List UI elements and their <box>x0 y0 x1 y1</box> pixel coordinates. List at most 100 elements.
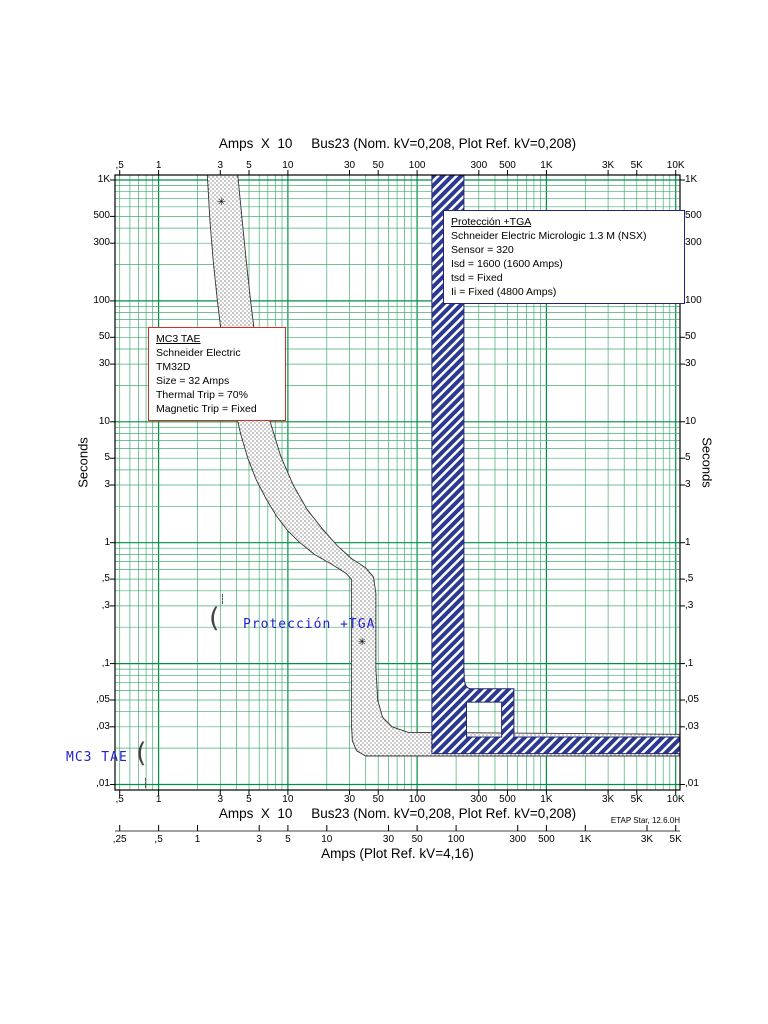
y-axis-tick-label-left: 1 <box>104 536 110 548</box>
x-axis-tick-label-bottom: 500 <box>499 794 516 805</box>
y-axis-tick-label-right: ,01 <box>685 778 699 790</box>
secondary-axis-tick-label: 100 <box>447 834 465 845</box>
x-axis-tick-label-top: 3 <box>217 160 224 171</box>
x-axis-tick-label-top: 30 <box>343 160 356 171</box>
x-axis-tick-label-top: 300 <box>470 160 488 171</box>
y-axis-tick-label-left: 300 <box>93 237 110 249</box>
device-box-title: MC3 TAE <box>156 333 201 345</box>
x-axis-tick-label-top: 10K <box>666 160 685 171</box>
y-axis-tick-label-left: 50 <box>98 331 110 343</box>
x-axis-tick-label-top: 10 <box>282 160 294 171</box>
x-axis-tick-label-bottom: 5K <box>630 794 643 805</box>
x-axis-tick-label-bottom: 300 <box>470 794 488 805</box>
y-axis-tick-label-right: ,03 <box>685 720 699 732</box>
device-box-line: Size = 32 Amps <box>156 375 230 387</box>
secondary-axis-tick-label: 30 <box>382 834 395 845</box>
x-axis-tick-label-bottom: 30 <box>343 794 356 805</box>
y-axis-tick-label-right: ,05 <box>685 693 699 705</box>
x-axis-tick-label-top: 100 <box>408 160 426 171</box>
curve-marker-star: ✳ <box>217 196 226 208</box>
y-axis-tick-label-left: 10 <box>98 415 110 427</box>
y-axis-tick-label-left: 5 <box>104 452 110 464</box>
x-axis-tick-label-top: 1 <box>155 160 162 171</box>
x-axis-tick-label-bottom: 10 <box>282 794 294 805</box>
y-axis-tick-label-left: 500 <box>93 210 110 222</box>
y-axis-tick-label-left: 3 <box>104 479 110 490</box>
y-axis-tick-label-left: 1K <box>97 174 110 185</box>
y-axis-tick-label-right: 10 <box>685 415 697 427</box>
y-axis-tick-label-right: ,1 <box>685 657 694 669</box>
device-box-line: Thermal Trip = 70% <box>156 389 248 401</box>
x-axis-tick-label-top: 500 <box>499 160 516 171</box>
device-label-box-mc3[interactable]: MC3 TAE Schneider Electric TM32D Size = … <box>148 327 286 421</box>
secondary-axis-tick-label: 1 <box>194 834 201 845</box>
x-axis-tick-label-bottom: ,5 <box>115 794 124 805</box>
dashed-marker <box>222 594 223 604</box>
y-axis-tick-label-right: 1K <box>685 174 698 185</box>
secondary-axis-tick-label: 3 <box>256 834 262 845</box>
secondary-axis-tick-label: 10 <box>321 834 333 845</box>
device-box-line: Magnetic Trip = Fixed <box>156 403 257 415</box>
x-axis-tick-label-bottom: 1K <box>540 794 553 805</box>
y-axis-tick-label-right: ,3 <box>685 599 694 611</box>
curve-pointer-arc: ( <box>136 738 147 769</box>
device-box-title: Protección +TGA <box>451 216 532 228</box>
device-box-line: TM32D <box>156 361 191 373</box>
bottom-axis-title: Amps X 10 Bus23 (Nom. kV=0,208, Plot Ref… <box>218 806 577 821</box>
y-axis-tick-label-left: ,5 <box>101 573 110 585</box>
x-axis-tick-label-top: ,5 <box>115 160 124 171</box>
x-axis-tick-label-top: 3K <box>601 160 615 171</box>
x-axis-tick-label-bottom: 3 <box>217 794 224 805</box>
y-axis-tick-label-left: ,03 <box>96 720 110 732</box>
y-axis-tick-label-left: 100 <box>93 294 110 306</box>
y-axis-tick-label-left: ,3 <box>101 599 110 611</box>
y-axis-tick-label-left: ,01 <box>96 778 110 790</box>
x-axis-tick-label-bottom: 1 <box>155 794 162 805</box>
y-axis-tick-label-right: 3 <box>685 479 691 490</box>
secondary-axis-tick-label: 5K <box>669 834 682 845</box>
secondary-axis-title: Amps (Plot Ref. kV=4,16) <box>321 846 474 861</box>
curve-tag-mc3[interactable]: MC3 TAE <box>66 750 128 765</box>
curve-marker-star: ✳ <box>357 636 367 648</box>
y-axis-tick-label-right: 100 <box>685 294 702 306</box>
device-box-line: Isd = 1600 (1600 Amps) <box>451 258 563 270</box>
secondary-axis-tick-label: 300 <box>509 834 527 845</box>
x-axis-tick-label-bottom: 50 <box>372 794 384 805</box>
secondary-axis-tick-label: 50 <box>411 834 423 845</box>
curve-pointer-arc: ( <box>209 603 220 634</box>
device-box-line: Sensor = 320 <box>451 244 514 256</box>
curve-tag-tga[interactable]: Protección +TGA <box>243 617 376 632</box>
y-axis-tick-label-left: ,1 <box>101 657 110 669</box>
x-axis-tick-label-top: 50 <box>372 160 384 171</box>
y-axis-tick-label-right: 30 <box>685 358 697 370</box>
x-axis-tick-label-top: 1K <box>540 160 553 171</box>
y-axis-tick-label-right: 50 <box>685 331 697 343</box>
y-axis-tick-label-left: ,05 <box>96 693 110 705</box>
device-box-line: Ii = Fixed (4800 Amps) <box>451 286 557 298</box>
secondary-axis-tick-label: ,5 <box>154 834 163 845</box>
y-axis-tick-label-right: 300 <box>685 237 702 249</box>
x-axis-tick-label-top: 5K <box>630 160 643 171</box>
secondary-axis-tick-label: ,25 <box>112 834 127 845</box>
device-box-line: Schneider Electric <box>156 347 241 359</box>
y-axis-tick-label-right: 5 <box>685 452 691 464</box>
secondary-axis-tick-label: 500 <box>538 834 555 845</box>
dashed-marker <box>145 778 146 788</box>
x-axis-tick-label-bottom: 3K <box>601 794 615 805</box>
device-box-line: tsd = Fixed <box>451 272 503 284</box>
y-axis-tick-label-right: ,5 <box>685 573 694 585</box>
x-axis-tick-label-bottom: 100 <box>408 794 426 805</box>
x-axis-tick-label-top: 5 <box>246 160 252 171</box>
device-label-box-tga[interactable]: Protección +TGA Schneider Electric Micro… <box>443 210 685 304</box>
y-axis-tick-label-left: 30 <box>98 358 110 370</box>
device-box-line: Schneider Electric Micrologic 1.3 M (NSX… <box>451 230 647 242</box>
secondary-axis-tick-label: 3K <box>640 834 654 845</box>
x-axis-tick-label-bottom: 10K <box>666 794 685 805</box>
y-axis-tick-label-right: 500 <box>685 210 702 222</box>
secondary-axis-tick-label: 1K <box>579 834 592 845</box>
x-axis-tick-label-bottom: 5 <box>246 794 252 805</box>
y-axis-tick-label-right: 1 <box>685 536 691 548</box>
etap-version-note: ETAP Star, 12.6.0H <box>610 816 680 825</box>
